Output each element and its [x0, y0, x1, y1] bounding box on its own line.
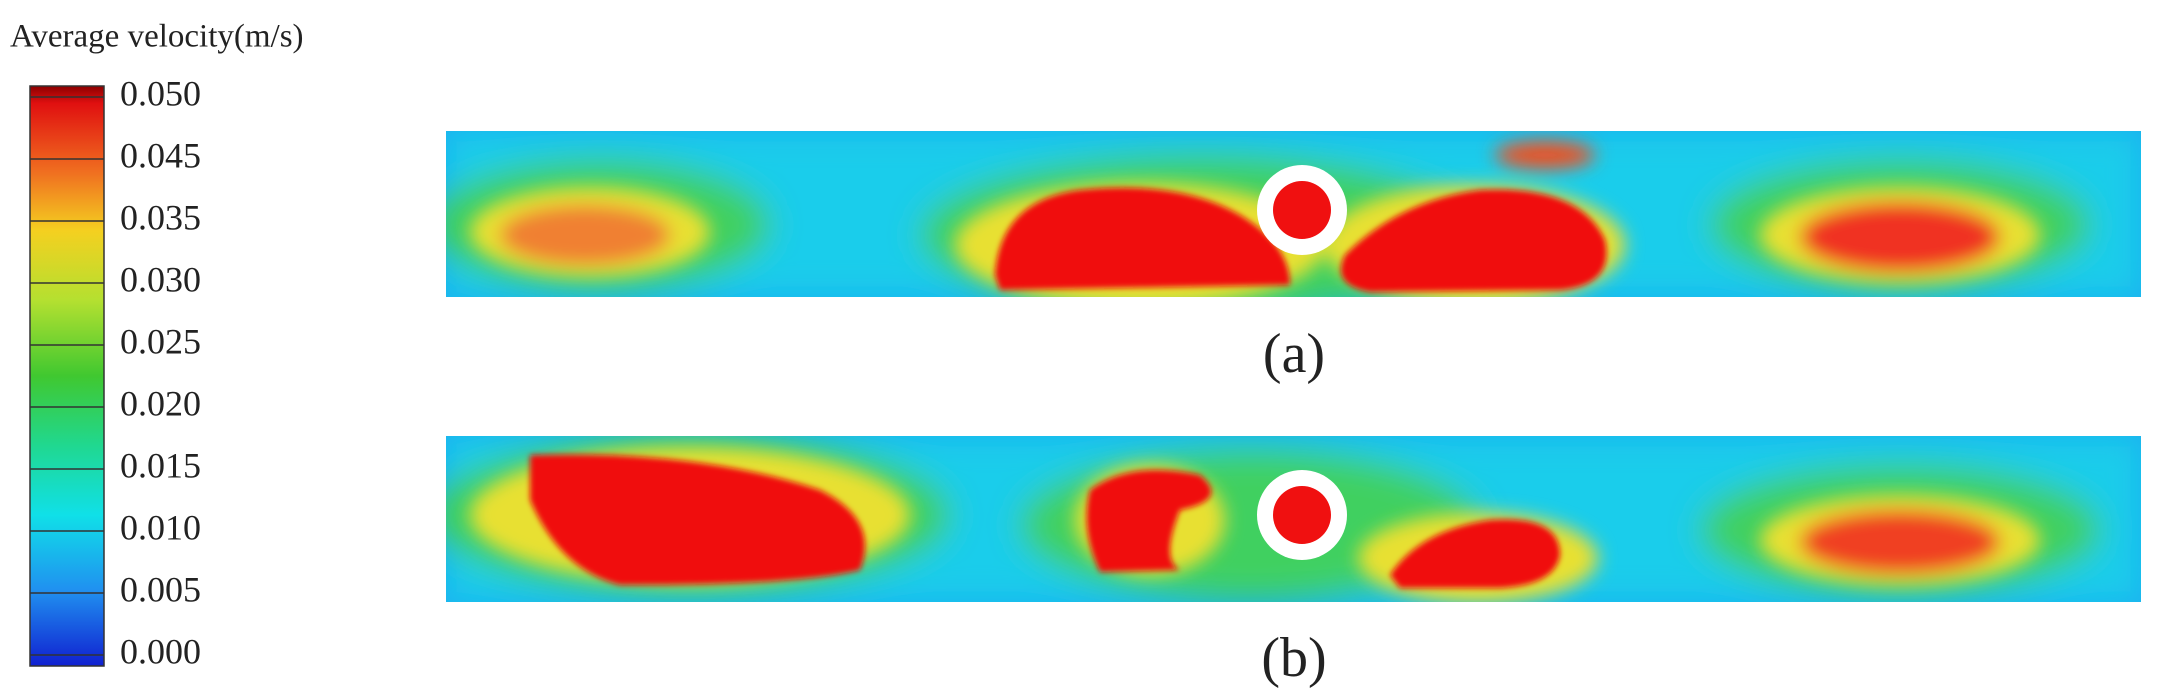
- colorbar: [29, 85, 105, 667]
- tick-label: 0.045: [120, 135, 201, 175]
- tick-label: 0.030: [120, 259, 201, 299]
- tick-label: 0.050: [120, 73, 201, 113]
- colorbar-ticks: 0.050 0.045 0.035 0.030 0.025 0.020 0.015 0.010…: [30, 73, 201, 671]
- colorbar-title: Average velocity(m/s): [10, 19, 304, 55]
- panel-label: (b): [1261, 627, 1326, 689]
- tick-label: 0.025: [120, 321, 201, 361]
- tick-label: 0.015: [120, 445, 201, 485]
- tick-label: 0.035: [120, 197, 201, 237]
- tick-label: 0.000: [120, 631, 201, 671]
- panel-label: (a): [1263, 323, 1325, 385]
- tick-label: 0.010: [120, 507, 201, 547]
- tick-label: 0.020: [120, 383, 201, 423]
- tick-label: 0.005: [120, 569, 201, 609]
